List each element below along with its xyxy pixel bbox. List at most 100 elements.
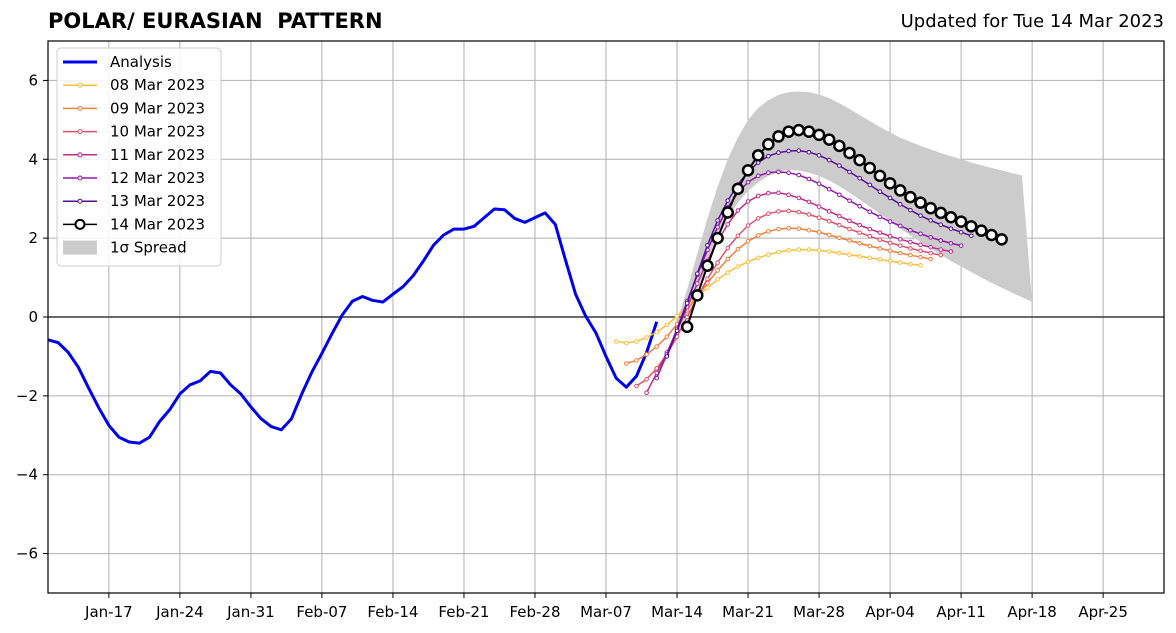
series-point: [816, 248, 822, 253]
series-point: [674, 328, 680, 334]
series-point: [877, 230, 883, 235]
series-line: [616, 248, 921, 344]
series-point: [806, 227, 812, 233]
legend-entry: 14 Mar 2023: [63, 215, 205, 233]
series-point: [877, 257, 883, 262]
series-point: [867, 243, 873, 249]
series-point: [837, 222, 842, 228]
series-point: [806, 199, 812, 205]
series-point: [924, 201, 937, 215]
series-6: [664, 148, 974, 359]
series-point: [731, 182, 745, 196]
series-point: [877, 246, 883, 251]
series-point: [918, 248, 923, 254]
series-2: [623, 225, 933, 366]
legend-marker: [74, 218, 86, 230]
series-point: [857, 253, 862, 259]
series-point: [938, 247, 944, 252]
series-point: [883, 177, 897, 190]
series-point: [985, 228, 998, 242]
series-point: [755, 173, 761, 179]
series-point: [908, 227, 913, 233]
series-point: [928, 218, 933, 223]
x-tick-label: Apr-18: [1007, 603, 1057, 621]
legend-box: [56, 47, 222, 267]
series-point: [725, 245, 731, 251]
legend-entry: Analysis: [63, 53, 172, 71]
series-3: [634, 208, 944, 389]
series-point: [684, 314, 690, 320]
series-point: [837, 213, 842, 219]
series-point: [755, 216, 761, 221]
legend-marker: [77, 82, 83, 88]
series-point: [695, 271, 700, 276]
series-point: [826, 157, 832, 163]
series-point: [634, 383, 639, 389]
legend-marker: [77, 129, 83, 135]
series-point: [644, 352, 649, 357]
series-point: [897, 243, 903, 248]
series-point: [806, 176, 812, 182]
series-point: [863, 161, 877, 175]
series-point: [786, 170, 791, 175]
series-point: [826, 249, 832, 254]
series-point: [847, 218, 852, 224]
legend-marker: [77, 105, 83, 111]
series-point: [918, 242, 923, 248]
series-point: [918, 263, 923, 268]
series-point: [857, 240, 862, 246]
x-tick-label: Jan-17: [84, 603, 133, 621]
series-point: [954, 215, 968, 228]
chart-title: POLAR/ EURASIAN PATTERN: [48, 9, 383, 33]
series-point: [822, 133, 836, 146]
series-point: [847, 252, 852, 258]
y-tick-label: 4: [28, 150, 38, 168]
series-point: [908, 239, 913, 245]
series-point: [948, 249, 954, 254]
series-point: [654, 329, 660, 335]
series-point: [857, 222, 862, 228]
series-point: [934, 206, 948, 220]
y-tick-label: 2: [28, 229, 38, 247]
legend-entry: 08 Mar 2023: [63, 76, 205, 94]
series-point: [867, 182, 873, 188]
series-point: [975, 224, 988, 237]
series-point: [958, 243, 964, 248]
series-point: [762, 138, 775, 151]
series-point: [684, 300, 690, 306]
series-point: [867, 209, 873, 215]
series-point: [867, 255, 873, 261]
series-point: [695, 281, 700, 286]
y-tick-label: −4: [16, 466, 38, 484]
series-point: [847, 169, 852, 175]
series-point: [796, 172, 802, 178]
x-tick-label: Apr-25: [1078, 603, 1128, 621]
series-point: [995, 233, 1008, 246]
legend-entry: 12 Mar 2023: [63, 169, 205, 187]
series-point: [725, 270, 731, 275]
series-point: [772, 130, 785, 143]
series-point: [741, 164, 755, 177]
series-point: [654, 344, 660, 349]
series-point: [948, 226, 954, 231]
x-tick-label: Jan-31: [226, 603, 275, 621]
series-point: [776, 209, 781, 214]
series-point: [711, 231, 724, 245]
series-point: [867, 233, 873, 239]
y-tick-label: 0: [28, 308, 38, 326]
series-point: [908, 261, 913, 267]
series-point: [755, 255, 761, 261]
series-point: [897, 250, 903, 256]
series-point: [735, 264, 741, 269]
series-point: [853, 153, 866, 167]
x-tick-label: Feb-21: [438, 603, 489, 621]
series-point: [776, 150, 781, 155]
series-point: [755, 193, 761, 199]
series-point: [796, 209, 802, 215]
series-point: [887, 195, 893, 201]
series-point: [944, 210, 958, 224]
series-point: [644, 376, 649, 382]
series-point: [796, 247, 802, 252]
series-point: [766, 153, 771, 159]
series-point: [715, 268, 720, 273]
